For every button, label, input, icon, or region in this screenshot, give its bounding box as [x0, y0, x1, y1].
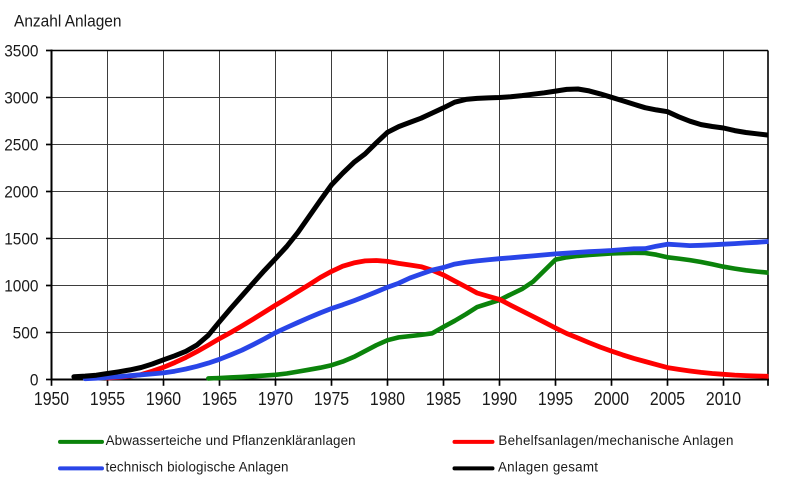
svg-text:2010: 2010: [706, 389, 741, 409]
svg-text:2000: 2000: [4, 182, 38, 201]
svg-text:2005: 2005: [650, 389, 685, 409]
svg-text:3000: 3000: [4, 88, 38, 107]
svg-text:1950: 1950: [34, 389, 69, 409]
svg-text:Anzahl Anlagen: Anzahl Anlagen: [14, 11, 122, 30]
svg-text:1960: 1960: [146, 389, 181, 409]
svg-text:technisch biologische Anlagen: technisch biologische Anlagen: [106, 459, 289, 474]
svg-text:1970: 1970: [258, 389, 293, 409]
svg-text:1500: 1500: [4, 229, 38, 248]
svg-text:1975: 1975: [314, 389, 349, 409]
svg-text:Abwasserteiche und Pflanzenklä: Abwasserteiche und Pflanzenkläranlagen: [106, 433, 356, 448]
svg-text:1955: 1955: [90, 389, 125, 409]
svg-text:1965: 1965: [202, 389, 237, 409]
svg-text:2500: 2500: [4, 135, 38, 154]
svg-text:1990: 1990: [482, 389, 517, 409]
svg-text:3500: 3500: [4, 41, 38, 60]
svg-text:Behelfsanlagen/mechanische Anl: Behelfsanlagen/mechanische Anlagen: [498, 433, 733, 448]
svg-text:1995: 1995: [538, 389, 573, 409]
svg-text:0: 0: [30, 370, 39, 389]
svg-text:1985: 1985: [426, 389, 461, 409]
svg-text:2000: 2000: [594, 389, 629, 409]
svg-text:Anlagen gesamt: Anlagen gesamt: [498, 459, 598, 474]
svg-text:1000: 1000: [4, 276, 38, 295]
svg-text:500: 500: [13, 323, 39, 342]
svg-text:1980: 1980: [370, 389, 405, 409]
